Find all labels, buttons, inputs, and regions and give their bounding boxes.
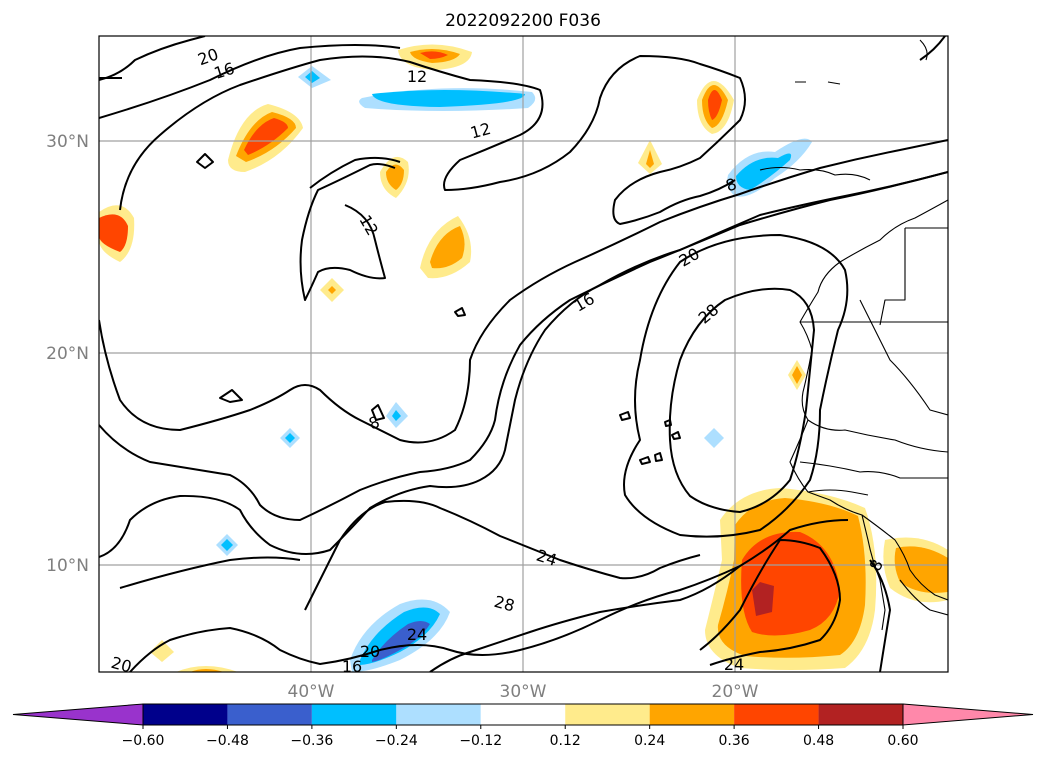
colorbar-tick-label: −0.12 xyxy=(459,733,502,749)
colorbar-tick-label: −0.60 xyxy=(122,733,165,749)
contour-line xyxy=(668,287,815,513)
colorbar-tick-label: 0.48 xyxy=(803,733,834,749)
colorbar-segment xyxy=(734,704,819,725)
colorbar-segment xyxy=(649,704,735,725)
contour-line xyxy=(371,404,385,421)
colorbar-segment xyxy=(565,704,650,725)
colorbar-segment xyxy=(480,704,566,725)
colorbar-tick-label: 0.24 xyxy=(634,733,665,749)
colorbar-segment xyxy=(143,704,228,725)
map-frame xyxy=(98,35,949,673)
lat-label-30n: 30°N xyxy=(46,132,89,152)
contour-lines xyxy=(99,36,948,672)
negative-anomaly-blob xyxy=(372,621,430,662)
contour-line xyxy=(623,234,849,538)
colorbar-segment xyxy=(396,704,481,725)
lon-label-40w: 40°W xyxy=(288,682,335,702)
positive-anomaly-blob xyxy=(752,582,774,616)
contour-line xyxy=(699,539,841,666)
colorbar-tick-label: −0.24 xyxy=(375,733,418,749)
colorbar-segment xyxy=(227,704,312,725)
positive-anomaly-blob xyxy=(176,666,238,672)
positive-anomaly-blob xyxy=(328,286,336,294)
contour-line xyxy=(99,36,206,81)
positive-anomaly-blob xyxy=(430,226,465,269)
contour-line xyxy=(671,431,681,440)
contour-line xyxy=(639,456,651,465)
gridlines xyxy=(99,36,948,672)
contour-line xyxy=(919,36,946,61)
contour-line xyxy=(869,559,891,672)
positive-anomaly-blob xyxy=(646,150,654,168)
map-title: 2022092200 F036 xyxy=(445,11,601,31)
contour-line xyxy=(99,139,948,444)
colorbar-tick-label: −0.36 xyxy=(290,733,333,749)
colorbar-tick-label: −0.48 xyxy=(206,733,249,749)
contour-line xyxy=(99,171,948,558)
negative-anomaly-blob xyxy=(285,433,295,443)
colorbar-tick-label: 0.12 xyxy=(550,733,581,749)
contour-line xyxy=(119,556,301,589)
negative-anomaly-blob xyxy=(736,153,792,190)
contour-label: 20 xyxy=(360,642,380,661)
contour-line xyxy=(99,171,948,521)
lon-label-30w: 30°W xyxy=(500,682,547,702)
contour-line xyxy=(654,452,663,462)
contour-label: 16 xyxy=(342,657,362,676)
contour-line xyxy=(219,389,243,403)
colorbar-extend-high xyxy=(902,703,1034,726)
negative-anomaly-blob xyxy=(305,71,320,83)
contour-label: 24 xyxy=(724,655,744,674)
contour-line xyxy=(454,307,466,317)
lat-label-20n: 20°N xyxy=(46,344,89,364)
negative-anomaly-blob xyxy=(372,90,525,107)
contour-line xyxy=(299,163,396,301)
contour-label: 20 xyxy=(109,653,134,677)
contour-line xyxy=(196,153,214,169)
colorbar-segment xyxy=(818,704,903,725)
positive-anomaly-blob xyxy=(894,546,948,593)
lat-label-10n: 10°N xyxy=(46,556,89,576)
negative-anomaly-blob xyxy=(704,428,724,448)
contour-line xyxy=(119,55,746,225)
contour-label: 28 xyxy=(492,592,517,616)
positive-anomaly-blob xyxy=(420,51,448,59)
contour-label: 12 xyxy=(468,119,493,143)
positive-anomaly-blob xyxy=(150,640,174,662)
positive-anomaly-blob xyxy=(386,164,404,190)
map-area: 20 16 12 12 12 8 20 16 28 8 24 28 24 20 … xyxy=(99,36,948,677)
colorbar: −0.60 −0.48 −0.36 −0.24 −0.12 0.12 0.24 0.36 0.4… xyxy=(12,703,1034,749)
contour-line xyxy=(309,156,401,189)
colorbar-segment xyxy=(311,704,397,725)
negative-anomaly-blob xyxy=(392,410,401,421)
contour-line xyxy=(664,419,672,427)
positive-anomaly-blob xyxy=(792,366,802,384)
contour-line xyxy=(619,411,631,421)
positive-anomaly-blob xyxy=(244,118,288,155)
contour-line xyxy=(304,499,701,611)
colorbar-extend-low xyxy=(12,703,144,726)
colorbar-tick-label: 0.36 xyxy=(719,733,750,749)
contour-label: 12 xyxy=(407,67,427,86)
contour-line xyxy=(99,44,401,119)
positive-anomaly-blob xyxy=(708,90,722,120)
contour-line xyxy=(429,565,741,672)
positive-anomaly-blob xyxy=(99,214,128,252)
negative-anomaly-blob xyxy=(221,539,233,551)
lon-label-20w: 20°W xyxy=(712,682,759,702)
colorbar-outline xyxy=(142,703,904,726)
contour-label: 24 xyxy=(407,625,427,644)
colorbar-tick-label: 0.60 xyxy=(887,733,918,749)
coastlines xyxy=(759,39,948,631)
positive-anomaly-blob xyxy=(190,669,224,672)
